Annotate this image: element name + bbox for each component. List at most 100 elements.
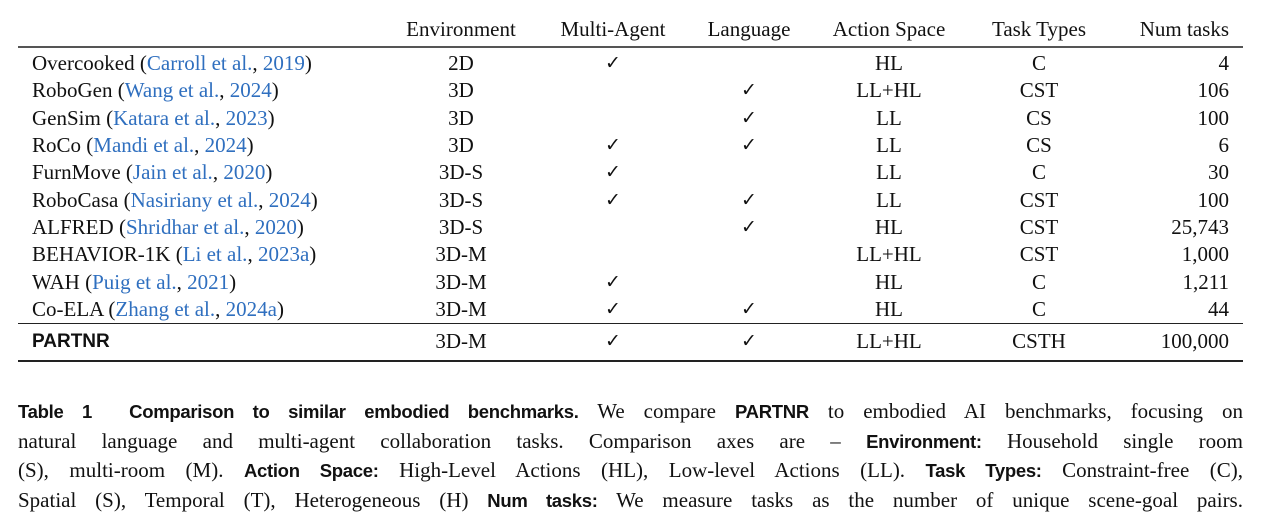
benchmark-cell: BEHAVIOR-1K (Li et al., 2023a) [32, 242, 317, 267]
num-tasks-cell: 1,211 [1182, 269, 1229, 294]
environment-cell: 3D-S [438, 160, 484, 185]
caption-text: Constraint-free (C), [1041, 458, 1243, 482]
task-types-cell: C [1031, 269, 1046, 294]
check-icon: ✓ [605, 270, 621, 293]
citation-year-link[interactable]: 2023a [257, 242, 310, 267]
partnr-row: PARTNR 3D-M ✓ ✓ LL+HL CSTH 100,000 [18, 323, 1243, 361]
caption-line: Spatial (S), Temporal (T), Heterogeneous… [18, 486, 1243, 516]
empty-cell [537, 105, 689, 132]
num-tasks-cell: 100 [1197, 105, 1230, 130]
table-row: RoCo (Mandi et al., 2024) 3D ✓ ✓ LL CS 6 [18, 132, 1243, 159]
caption-label: Table 1 Comparison to similar embodied b… [18, 401, 579, 422]
table-row: RoboCasa (Nasiriany et al., 2024) 3D-S ✓ ✓ L… [18, 186, 1243, 213]
table-row: Overcooked (Carroll et al., 2019) 2D ✓ HL C 4 [18, 47, 1243, 77]
action-space-cell: LL+HL [856, 78, 922, 103]
check-icon: ✓ [605, 52, 621, 75]
benchmark-name: PARTNR [32, 331, 110, 353]
caption-text: to embodied AI benchmarks, focusing on [808, 399, 1243, 423]
header-task-types: Task Types [991, 16, 1087, 41]
empty-cell [537, 241, 689, 268]
action-space-cell: LL+HL [856, 242, 922, 267]
num-tasks-cell: 6 [1218, 133, 1230, 158]
benchmark-cell: RoCo (Mandi et al., 2024) [32, 133, 254, 158]
citation-year-link[interactable]: 2024 [268, 187, 311, 212]
caption-text: (S), multi-room (M). [18, 458, 244, 482]
benchmark-name: BEHAVIOR-1K [32, 242, 171, 267]
header-name [18, 12, 385, 47]
table-row: BEHAVIOR-1K (Li et al., 2023a) 3D-M LL+HL C… [18, 241, 1243, 268]
benchmark-cell: FurnMove (Jain et al., 2020) [32, 160, 273, 185]
check-icon: ✓ [741, 134, 757, 157]
citation-author-link[interactable]: Wang et al. [124, 78, 220, 103]
task-types-cell: CST [1019, 78, 1059, 103]
benchmark-name: Co-ELA [32, 296, 104, 321]
benchmark-cell: RoboCasa (Nasiriany et al., 2024) [32, 187, 318, 212]
empty-cell [689, 268, 809, 295]
benchmark-cell: ALFRED (Shridhar et al., 2020) [32, 214, 304, 239]
citation-author-link[interactable]: Puig et al. [92, 269, 177, 294]
task-types-cell: C [1031, 296, 1046, 321]
caption-text: High-Level Actions (HL), Low-level Actio… [378, 458, 926, 482]
action-space-cell: HL [875, 51, 903, 76]
caption-text: We measure tasks as the number of unique… [597, 487, 1243, 512]
benchmark-cell: WAH (Puig et al., 2021) [32, 269, 237, 294]
citation-author-link[interactable]: Jain et al. [132, 160, 213, 185]
citation-year-link[interactable]: 2021 [187, 269, 230, 294]
citation-author-link[interactable]: Mandi et al. [93, 133, 195, 158]
citation-author-link[interactable]: Nasiriany et al. [130, 187, 259, 212]
benchmark-name: ALFRED [32, 214, 114, 239]
citation-author-link[interactable]: Katara et al. [113, 105, 216, 130]
action-space-cell: LL [876, 160, 902, 185]
citation-author-link[interactable]: Shridhar et al. [125, 214, 245, 239]
citation-author-link[interactable]: Li et al. [182, 242, 248, 267]
table-row: FurnMove (Jain et al., 2020) 3D-S ✓ LL C 30 [18, 159, 1243, 186]
environment-cell: 3D [448, 78, 474, 103]
benchmark-name: GenSim [32, 105, 101, 130]
citation-year-link[interactable]: 2024 [204, 133, 247, 158]
environment-cell: 3D-M [435, 329, 487, 354]
header-action-space: Action Space [832, 16, 946, 41]
table-row: GenSim (Katara et al., 2023) 3D ✓ LL CS 100 [18, 105, 1243, 132]
benchmark-cell: GenSim (Katara et al., 2023) [32, 105, 275, 130]
action-space-cell: LL+HL [856, 329, 922, 354]
benchmark-name: WAH [32, 269, 80, 294]
check-icon: ✓ [605, 188, 621, 211]
benchmark-name: RoboCasa [32, 187, 119, 212]
caption-text: We compare [578, 399, 735, 423]
table-row: ALFRED (Shridhar et al., 2020) 3D-S ✓ HL CST… [18, 214, 1243, 241]
caption-label: Action Space: [243, 460, 379, 481]
empty-cell [689, 241, 809, 268]
num-tasks-cell: 100 [1197, 187, 1230, 212]
num-tasks-cell: 4 [1218, 51, 1230, 76]
citation-year-link[interactable]: 2019 [262, 51, 305, 76]
citation-year-link[interactable]: 2024a [225, 296, 277, 321]
citation-year-link[interactable]: 2023 [225, 105, 268, 130]
benchmark-name: FurnMove [32, 160, 121, 185]
citation-year-link[interactable]: 2020 [254, 214, 297, 239]
citation-year-link[interactable]: 2024 [229, 78, 272, 103]
caption-line: (S), multi-room (M). Action Space: High-… [18, 456, 1243, 486]
action-space-cell: LL [876, 187, 902, 212]
benchmark-name: Overcooked [32, 51, 135, 76]
task-types-cell: C [1031, 160, 1046, 185]
environment-cell: 3D [448, 133, 474, 158]
caption-line: Table 1 Comparison to similar embodied b… [18, 397, 1243, 427]
caption-label: Num tasks: [487, 489, 598, 511]
citation-author-link[interactable]: Carroll et al. [146, 51, 253, 76]
header-num-tasks: Num tasks [1139, 16, 1229, 41]
action-space-cell: LL [876, 133, 902, 158]
comparison-table: Environment Multi-Agent Language Action … [18, 12, 1243, 362]
environment-cell: 3D [448, 105, 474, 130]
check-icon: ✓ [605, 297, 621, 320]
check-icon: ✓ [605, 134, 621, 157]
check-icon: ✓ [605, 330, 621, 353]
benchmark-cell: RoboGen (Wang et al., 2024) [32, 78, 279, 103]
citation-author-link[interactable]: Zhang et al. [115, 296, 216, 321]
task-types-cell: C [1031, 51, 1046, 76]
citation-year-link[interactable]: 2020 [223, 160, 266, 185]
benchmark-cell: Overcooked (Carroll et al., 2019) [32, 51, 312, 76]
caption-text: Household single room [981, 428, 1244, 453]
task-types-cell: CS [1026, 133, 1052, 158]
table-row: WAH (Puig et al., 2021) 3D-M ✓ HL C 1,211 [18, 268, 1243, 295]
num-tasks-cell: 44 [1208, 296, 1229, 321]
